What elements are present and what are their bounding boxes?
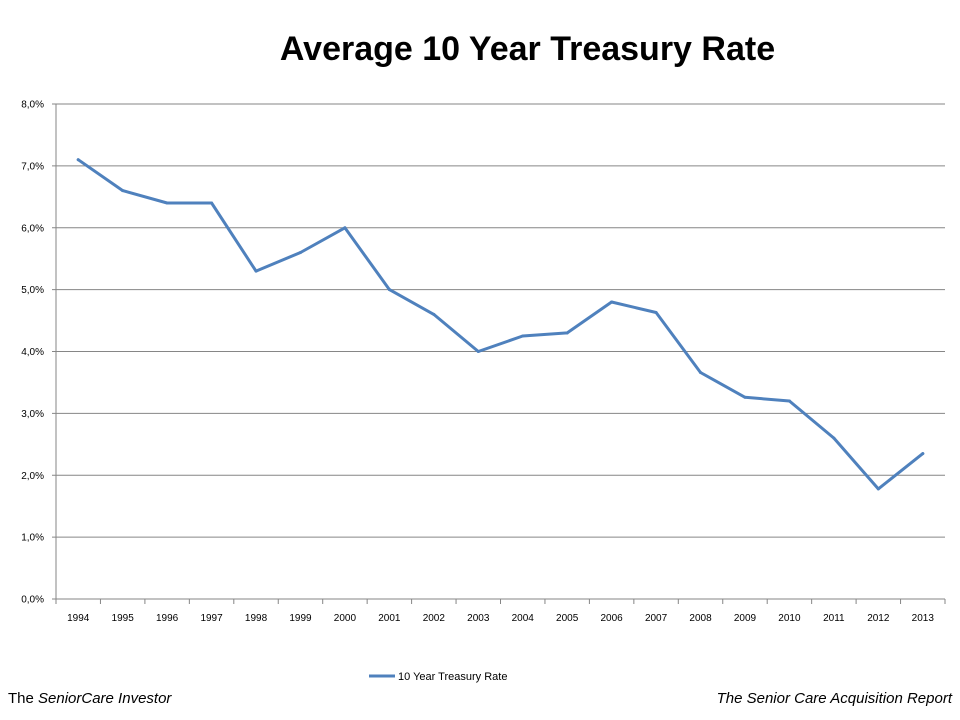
x-tick-label: 2001	[378, 613, 401, 624]
data-point	[876, 487, 880, 491]
x-tick-label: 1998	[245, 613, 268, 624]
y-tick-label: 6,0%	[21, 223, 44, 234]
y-axis-ticks: 0,0% 1,0% 2,0% 3,0% 4,0% 5,0% 6,0% 7,0% 8,0%	[21, 100, 56, 606]
y-tick-label: 5,0%	[21, 285, 44, 296]
footer-left-prefix: The	[8, 690, 39, 707]
x-tick-label: 1994	[67, 613, 90, 624]
x-tick-label: 2004	[512, 613, 535, 624]
x-tick-label: 2005	[556, 613, 579, 624]
y-tick-label: 2,0%	[21, 471, 44, 482]
x-tick-label: 1996	[156, 613, 179, 624]
y-tick-label: 7,0%	[21, 161, 44, 172]
data-point	[787, 399, 791, 403]
data-point	[343, 226, 347, 230]
x-tick-label: 1999	[289, 613, 312, 624]
x-tick-label: 2008	[689, 613, 712, 624]
series-lines	[76, 158, 925, 491]
data-point	[832, 436, 836, 440]
footer-left-publication: SeniorCare Investor	[38, 690, 172, 707]
x-tick-label: 2002	[423, 613, 446, 624]
data-point	[654, 311, 658, 315]
data-point	[476, 350, 480, 353]
axes	[55, 104, 945, 600]
legend-label: 10 Year Treasury Rate	[398, 671, 507, 683]
data-point	[699, 371, 703, 375]
x-tick-label: 1995	[112, 613, 135, 624]
footer-left: The SeniorCare Investor	[8, 690, 171, 707]
x-tick-label: 2012	[867, 613, 890, 624]
legend: 10 Year Treasury Rate	[369, 671, 507, 683]
data-point	[610, 300, 614, 304]
data-point	[165, 201, 169, 205]
data-point	[254, 269, 258, 273]
data-point	[743, 395, 747, 399]
y-tick-label: 0,0%	[21, 595, 44, 606]
x-tick-label: 1997	[200, 613, 223, 624]
footer-right: The Senior Care Acquisition Report	[716, 690, 952, 707]
data-point	[387, 288, 391, 292]
data-point	[565, 331, 569, 335]
x-tick-label: 2007	[645, 613, 668, 624]
data-point	[121, 189, 125, 193]
data-point	[210, 201, 214, 205]
x-tick-label: 2013	[912, 613, 935, 624]
x-tick-label: 2010	[778, 613, 801, 624]
y-tick-label: 1,0%	[21, 533, 44, 544]
y-tick-label: 4,0%	[21, 347, 44, 358]
data-point	[432, 312, 436, 316]
y-tick-label: 3,0%	[21, 409, 44, 420]
chart-title: Average 10 Year Treasury Rate	[279, 30, 776, 68]
x-tick-label: 2000	[334, 613, 357, 624]
x-tick-label: 2003	[467, 613, 490, 624]
data-point	[76, 158, 80, 162]
x-tick-label: 2006	[601, 613, 624, 624]
x-tick-label: 2011	[823, 613, 845, 624]
data-point	[298, 251, 302, 254]
x-axis-ticks: 1994 1995 1996 1997 1998 1999 2000 2001 2002 2003…	[55, 599, 946, 624]
gridlines	[56, 103, 945, 538]
y-tick-label: 8,0%	[21, 100, 44, 111]
x-tick-label: 2009	[734, 613, 757, 624]
series-line	[76, 158, 925, 491]
data-point	[521, 334, 525, 338]
data-point	[921, 452, 925, 456]
